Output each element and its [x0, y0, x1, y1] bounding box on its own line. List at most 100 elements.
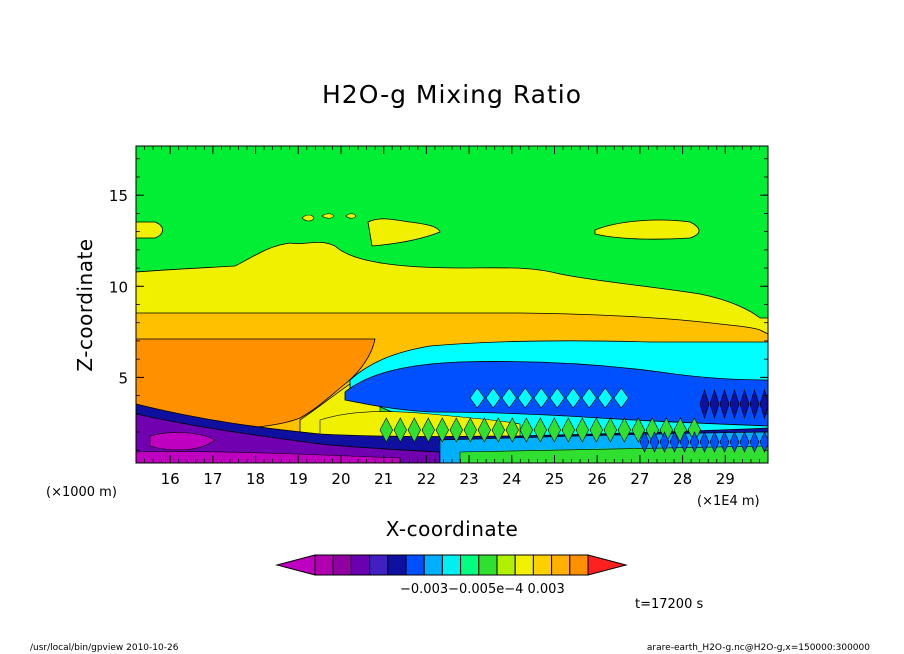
- diamond-cell: [449, 417, 463, 443]
- diamond-cell: [679, 431, 690, 453]
- diamond-textures: [379, 387, 768, 453]
- diamond-cell: [639, 431, 650, 453]
- diamond-cell: [485, 387, 501, 409]
- diamond-cell: [759, 431, 768, 453]
- magenta-base-region-2: [136, 451, 401, 463]
- diamond-cell: [749, 389, 760, 419]
- y-tick-label: 10: [109, 278, 128, 296]
- colorbar-segment: [405, 554, 425, 576]
- x-tick-label: 18: [246, 470, 265, 488]
- diamond-cell: [561, 417, 575, 443]
- diamond-cell: [581, 387, 597, 409]
- x-tick-label: 28: [673, 470, 692, 488]
- y-tick-label: 15: [109, 187, 128, 205]
- contour-field: [136, 146, 768, 463]
- diamond-cell: [739, 389, 750, 419]
- x-tick-label: 27: [630, 470, 649, 488]
- blob-small-3: [345, 213, 357, 219]
- diamond-cell: [603, 417, 617, 443]
- diamond-cell: [491, 417, 505, 443]
- diamond-cell: [407, 417, 421, 443]
- x-tick-label: 23: [460, 470, 479, 488]
- x-tick-label: 16: [161, 470, 180, 488]
- footer-right: arare-earth_H2O-g.nc@H2O-g,x=150000:3000…: [647, 643, 870, 653]
- diamond-cell: [589, 417, 603, 443]
- colorbar-segment: [496, 554, 516, 576]
- diamond-cell: [519, 417, 533, 443]
- diamond-cell: [505, 417, 519, 443]
- colorbar-segment: [478, 554, 498, 576]
- diamond-cell: [729, 389, 740, 419]
- diamond-cell: [649, 431, 660, 453]
- y-tick-label: 5: [118, 369, 128, 387]
- diamond-cell: [469, 387, 485, 409]
- diamond-cell: [689, 431, 700, 453]
- blob-small-1: [301, 214, 315, 222]
- colorbar-segment: [332, 554, 352, 576]
- diamond-cell: [549, 387, 565, 409]
- diamond-cell: [719, 431, 730, 453]
- x-tick-label: 25: [545, 470, 564, 488]
- diamond-cell: [617, 417, 631, 443]
- x-tick-label: 17: [203, 470, 222, 488]
- diamond-cell: [719, 389, 730, 419]
- colorbar-labels: −0.003−0.005e−4 0.003: [400, 582, 565, 597]
- blob-mid: [367, 218, 441, 247]
- diamond-cell: [631, 417, 645, 443]
- diamond-cell: [759, 389, 768, 419]
- diamond-cell: [393, 417, 407, 443]
- diamond-cell: [421, 417, 435, 443]
- x-axis-label: X-coordinate: [386, 517, 519, 541]
- colorbar-segment: [350, 554, 371, 576]
- x-axis-ticks: 16 17 18 19 20 21 22 23 24 25 26 27 28 29: [135, 146, 769, 488]
- colorbar: [275, 554, 628, 576]
- diamond-cell: [435, 417, 449, 443]
- colorbar-segment: [314, 554, 334, 576]
- colorbar-segment: [387, 554, 407, 576]
- diamond-cell: [547, 417, 561, 443]
- diamond-cell: [565, 387, 581, 409]
- diamond-cell: [477, 417, 491, 443]
- diamond-cell: [709, 431, 720, 453]
- diamond-cell: [463, 417, 477, 443]
- time-label: t=17200 s: [635, 597, 703, 612]
- blob-right: [594, 219, 700, 240]
- chart-title: H2O-g Mixing Ratio: [322, 80, 582, 109]
- diamond-cell: [659, 431, 670, 453]
- diamond-cell: [699, 431, 710, 453]
- colorbar-segment: [369, 554, 389, 576]
- diamond-cell: [575, 417, 589, 443]
- diamond-cell: [739, 431, 750, 453]
- colorbar-min-triangle: [275, 554, 316, 576]
- blob-small-2: [321, 213, 335, 219]
- diamond-cell: [533, 417, 547, 443]
- x-tick-label: 22: [417, 470, 436, 488]
- diamond-cell: [645, 417, 659, 443]
- diamond-cell: [597, 387, 613, 409]
- diamond-cell: [729, 431, 740, 453]
- x-tick-label: 26: [588, 470, 607, 488]
- x-axis-unit: (×1E4 m): [697, 494, 760, 509]
- x-tick-label: 24: [502, 470, 521, 488]
- diamond-cell: [673, 417, 687, 443]
- colorbar-segment: [551, 554, 571, 576]
- blob-left: [136, 221, 163, 239]
- y-axis-ticks: 5 10 15: [109, 158, 768, 451]
- purple-base-region: [136, 413, 441, 463]
- x-tick-label: 20: [331, 470, 350, 488]
- diamond-cell: [517, 387, 533, 409]
- colorbar-max-triangle: [587, 554, 628, 576]
- x-tick-label: 21: [374, 470, 393, 488]
- y-axis-unit: (×1000 m): [46, 485, 117, 500]
- x-tick-label: 29: [716, 470, 735, 488]
- diamond-cell: [501, 387, 517, 409]
- colorbar-segment: [460, 554, 480, 576]
- x-tick-label: 19: [289, 470, 308, 488]
- diamond-cell: [749, 431, 760, 453]
- diamond-cell: [709, 389, 720, 419]
- diamond-cell: [613, 387, 629, 409]
- magenta-base-region: [149, 432, 216, 451]
- colorbar-segment: [532, 554, 553, 576]
- diamond-cell: [379, 417, 393, 443]
